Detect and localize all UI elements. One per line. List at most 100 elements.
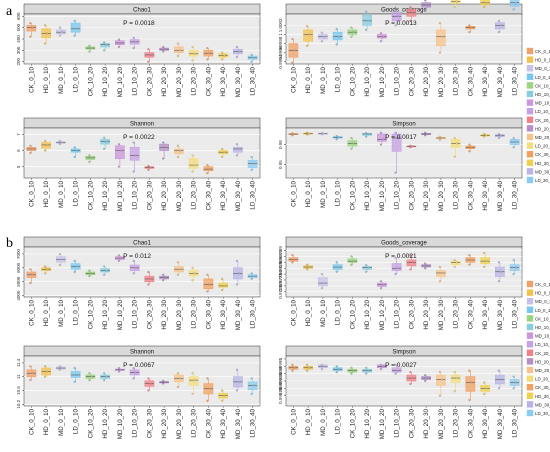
data-point [306,363,309,366]
data-point [367,133,370,136]
legend-label: HD_30_40 [535,394,550,399]
box-LD_10_20 [391,367,402,373]
x-tick-label: CK_20_30 [408,408,415,438]
data-point [88,50,91,53]
x-tick-label: CK_0_10 [290,180,297,206]
box-CK_30_40 [203,278,214,289]
legend-key-HD_10_20 [526,323,534,331]
data-point [350,366,353,369]
data-point [453,266,456,269]
data-point [120,41,123,44]
data-point [382,283,385,286]
x-tick-label: CK_30_40 [467,66,474,96]
x-tick-label: MD_30_40 [235,180,242,211]
data-point [323,132,326,135]
data-point [29,379,32,382]
legend-label: CK_20_30 [535,351,550,356]
box-HD_30_40 [218,282,228,288]
data-point [293,133,296,136]
x-tick-label: MD_10_20 [117,180,124,211]
data-point [73,156,76,159]
data-point [132,259,135,262]
data-point [485,260,488,263]
data-point [350,137,353,140]
data-point [29,365,32,368]
data-point [29,22,32,25]
data-point [365,264,368,267]
x-tick-label: CK_10_20 [349,299,356,329]
data-point [365,28,368,31]
data-point [350,255,353,258]
x-tick-label: CK_0_10 [290,408,297,434]
legend-key-CK_0_10 [526,280,534,288]
x-tick-label: CK_10_20 [87,408,94,438]
box-HD_0_10 [41,142,51,149]
data-point [394,24,397,27]
x-tick-label: LD_20_30 [453,299,460,328]
data-point [44,149,47,152]
data-point [179,149,182,152]
data-point [147,164,150,167]
data-point [252,275,255,278]
data-point [512,146,515,149]
data-point [103,372,106,375]
legend-key-HD_10_20 [526,90,534,98]
x-tick-label: MD_10_20 [379,299,386,330]
data-point [291,363,294,366]
box-MD_20_30 [436,374,446,386]
data-point [221,399,224,402]
y-tick-label: 0.99985 [278,372,283,389]
data-point [238,147,241,150]
data-point [396,15,399,18]
data-point [335,261,338,264]
data-point [500,270,503,273]
x-tick-label: MD_10_20 [117,66,124,97]
x-tick-label: CK_0_10 [28,299,35,325]
x-tick-label: HD_0_10 [305,180,312,207]
data-point [512,375,515,378]
data-point [250,377,253,380]
data-point [337,266,340,269]
x-tick-label: MD_10_20 [117,299,124,330]
data-point [438,51,441,54]
data-point [352,369,355,372]
x-tick-label: CK_20_30 [146,66,153,96]
data-point [103,147,106,150]
box-CK_0_10 [26,25,37,32]
data-point [252,56,255,59]
data-point [394,372,397,375]
data-point [193,379,196,382]
data-point [117,143,120,146]
data-point [308,33,311,36]
data-point [223,394,226,397]
x-tick-label: HD_20_30 [423,408,430,438]
data-point [193,164,196,167]
data-point [468,143,471,146]
box-HD_30_40 [480,257,490,264]
legend-key-LD_30_40 [526,409,534,417]
data-point [44,365,47,368]
data-point [44,272,47,275]
legend-label: CK_30_40 [535,385,550,390]
data-point [335,371,338,374]
x-tick-label: HD_10_20 [364,180,371,210]
data-point [350,372,353,375]
y-tick-label: 7000 [16,248,21,259]
data-point [394,131,397,134]
data-point [424,262,427,265]
data-point [291,254,294,257]
x-tick-label: LD_30_40 [250,66,257,95]
data-point [208,168,211,171]
legend-label: LD_30_40 [535,411,550,416]
y-tick-label: 10.2 [16,399,21,408]
p-value-label: P = 0.012 [123,253,151,260]
data-point [162,273,165,276]
data-point [193,52,196,55]
data-point [132,47,135,50]
data-point [291,37,294,40]
box-MD_0_10 [318,277,328,287]
data-point [350,263,353,266]
data-point [61,258,64,261]
data-point [320,40,323,43]
data-point [162,279,165,282]
